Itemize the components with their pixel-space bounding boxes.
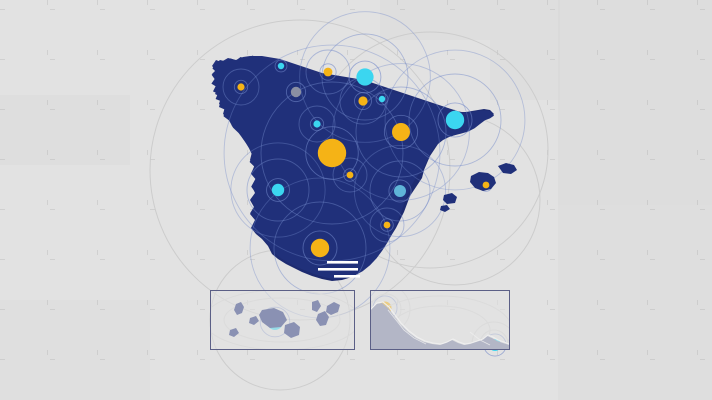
marker-galicia-ring-inner	[233, 79, 249, 95]
marker-valencia-ring-2	[353, 144, 447, 238]
marker-pais-vasco-ring-inner	[319, 63, 337, 81]
scale-bar-2	[318, 268, 358, 271]
marker-galicia-ring-1	[222, 68, 260, 106]
marker-asturias[interactable]	[277, 62, 285, 70]
spain-silhouette	[211, 55, 494, 280]
marker-aragon[interactable]	[392, 123, 410, 141]
marker-navarra-ring-1	[321, 33, 409, 121]
marker-galicia[interactable]	[237, 83, 245, 91]
marker-asturias-ring-inner	[274, 59, 288, 73]
marker-castilla-leon[interactable]	[313, 120, 321, 128]
marker-valencia-ring-1	[369, 160, 431, 222]
marker-soria-ring-inner	[375, 92, 389, 106]
marker-cataluna-ring-2	[384, 49, 526, 191]
marker-la-rioja-ring-inner	[354, 92, 372, 110]
marker-navarra-ring-2	[299, 11, 431, 143]
marker-andalucia-ring-inner	[302, 230, 338, 266]
marker-murcia[interactable]	[383, 221, 391, 229]
marker-castilla-mancha[interactable]	[346, 171, 354, 179]
marker-pais-vasco[interactable]	[323, 67, 333, 77]
marker-cataluna-ring-inner	[437, 102, 473, 138]
marker-aragon-ring-inner	[383, 114, 419, 150]
marker-castilla-mancha-ring-1	[332, 157, 368, 193]
marker-extremadura[interactable]	[271, 183, 285, 197]
marker-aragon-ring-1	[355, 86, 447, 178]
marker-baleares[interactable]	[482, 181, 490, 189]
marker-la-rioja[interactable]	[358, 96, 368, 106]
marker-aragon-ring-2	[332, 63, 470, 201]
marker-castilla-mancha-ring-inner	[343, 168, 357, 182]
marker-extremadura-ring-inner	[266, 178, 290, 202]
marker-cataluna[interactable]	[445, 110, 465, 130]
marker-madrid-ring-inner	[305, 126, 359, 180]
marker-murcia-ring-inner	[380, 218, 394, 232]
scale-bars	[318, 261, 360, 278]
canary-islands-inset[interactable]	[210, 290, 355, 350]
marker-murcia-ring-1	[369, 207, 405, 243]
marker-extremadura-ring-2	[230, 142, 326, 238]
marker-soria[interactable]	[378, 95, 386, 103]
marker-castilla-leon-ring-inner	[309, 116, 325, 132]
scale-bar-1	[327, 261, 358, 264]
marker-madrid[interactable]	[317, 138, 347, 168]
marker-castilla-leon-ring-1	[298, 105, 336, 143]
marker-andalucia[interactable]	[310, 238, 330, 258]
marker-madrid-ring-2	[223, 44, 441, 262]
scale-bar-3	[334, 275, 360, 278]
marker-rings-layer	[222, 11, 526, 357]
balearic-islands	[440, 163, 517, 212]
marker-valencia[interactable]	[394, 185, 406, 197]
marker-cantabria[interactable]	[290, 86, 302, 98]
terrain-profile-inset[interactable]	[370, 290, 510, 350]
marker-navarra[interactable]	[356, 68, 374, 86]
marker-valencia-ring-inner	[388, 179, 412, 203]
marker-cataluna-ring-1	[408, 73, 502, 167]
marker-madrid-ring-1	[260, 81, 404, 225]
marker-cantabria-ring-inner	[285, 81, 307, 103]
marker-extremadura-ring-1	[246, 158, 310, 222]
